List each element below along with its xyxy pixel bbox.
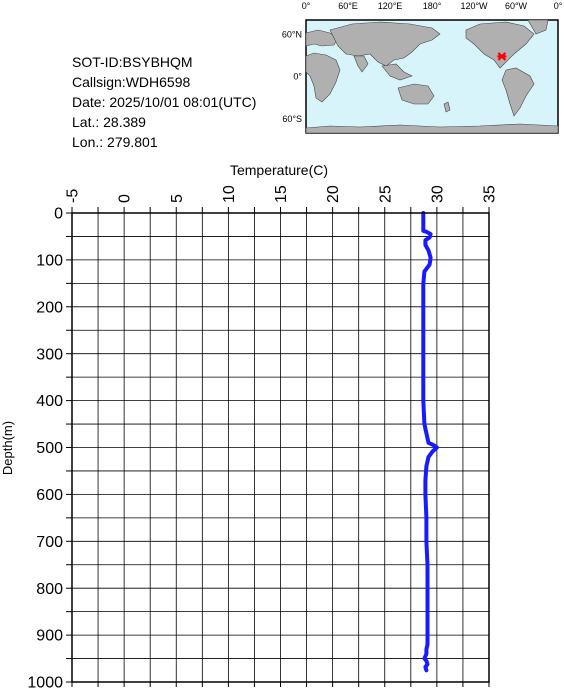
y-tick-label: 500 (36, 440, 63, 457)
x-tick-label: 25 (377, 185, 394, 203)
land-europe (305, 29, 339, 47)
y-tick-label: 1000 (27, 675, 63, 690)
land-australia (397, 83, 435, 105)
land-greenland (527, 19, 549, 35)
x-tick-label: 35 (482, 185, 499, 203)
x-axis-title: Temperature(C) (230, 162, 328, 178)
land-india (353, 55, 369, 73)
axis-ticks (66, 207, 490, 687)
sot-id-label: SOT-ID:BSYBHQM (72, 54, 193, 70)
x-tick-label: 0 (117, 194, 134, 203)
x-tick-label: 10 (221, 185, 238, 203)
map-longitude-label: 60°E (338, 1, 358, 11)
plot-grid (71, 212, 490, 683)
map-longitude-label: 60°W (505, 1, 528, 11)
y-tick-label: 0 (54, 206, 63, 223)
plot-frame (71, 212, 490, 683)
land-africa (305, 52, 341, 103)
y-tick-label: 900 (36, 628, 63, 645)
temperature-profile-plot: -5 0 5 10 15 20 25 30 35 01002003004005006007008… (0, 162, 499, 690)
y-tick-label: 800 (36, 581, 63, 598)
latitude-label: Lat.: 28.389 (72, 114, 146, 130)
x-tick-label: 5 (169, 194, 186, 203)
profile-info: SOT-ID:BSYBHQM Callsign:WDH6598 Date: 20… (72, 52, 256, 152)
land-new-zealand (443, 101, 451, 113)
map-longitude-label: 0° (554, 1, 563, 11)
map-longitude-label: 180° (423, 1, 442, 11)
y-tick-label: 300 (36, 346, 63, 363)
map-longitude-label: 120°W (460, 1, 488, 11)
longitude-label: Lon.: 279.801 (72, 134, 158, 150)
y-axis-title: Depth(m) (0, 421, 15, 475)
x-tick-label: -5 (65, 189, 82, 203)
y-tick-label: 600 (36, 487, 63, 504)
y-tick-label: 700 (36, 534, 63, 551)
date-label: Date: 2025/10/01 08:01(UTC) (72, 94, 257, 110)
y-tick-label: 200 (36, 299, 63, 316)
temperature-series (421, 211, 439, 673)
land-south-america (501, 67, 535, 117)
x-tick-label: 15 (273, 185, 290, 203)
y-tick-labels: 0 100 200 300 400 500 600 700 800 900 1000 (27, 206, 63, 690)
y-tick-label: 100 (36, 253, 63, 270)
map-latitude-label: 60°N (282, 29, 302, 39)
x-tick-label: 30 (429, 185, 446, 203)
map-land (305, 19, 559, 134)
map-latitude-label: 0° (293, 72, 302, 82)
y-tick-label: 400 (36, 393, 63, 410)
land-asia (329, 21, 441, 67)
position-marker (497, 52, 507, 61)
temperature-profile-line (421, 211, 439, 673)
x-tick-label: 20 (325, 185, 342, 203)
land-se-asia (381, 63, 413, 81)
map-longitude-label: 120°E (378, 1, 403, 11)
map-longitude-label: 0° (302, 1, 311, 11)
land-antarctica (305, 123, 559, 134)
callsign-label: Callsign:WDH6598 (72, 74, 191, 90)
map-latitude-label: 60°S (282, 114, 302, 124)
map-labels: 0° 60°E 120°E 180° 120°W 60°W 0° 60°N 0° 60°S (282, 1, 563, 124)
land-north-america (465, 21, 535, 69)
world-map: 0° 60°E 120°E 180° 120°W 60°W 0° 60°N 0° 60°S (282, 1, 563, 134)
x-tick-labels: -5 0 5 10 15 20 25 30 35 (65, 185, 499, 203)
